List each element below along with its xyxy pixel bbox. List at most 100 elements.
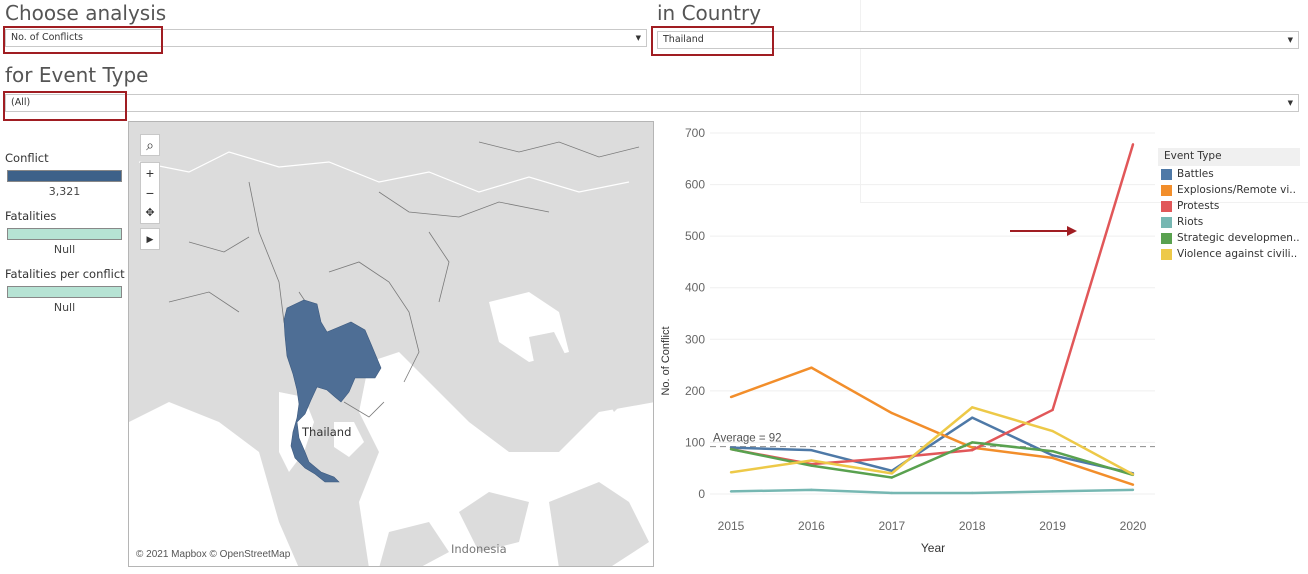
series-point[interactable] (1131, 143, 1135, 146)
y-tick-label: 600 (685, 178, 705, 192)
series-point[interactable] (890, 491, 893, 495)
series-point[interactable] (1131, 473, 1135, 476)
event-type-legend-title: Event Type (1158, 148, 1300, 166)
series-point[interactable] (890, 472, 893, 475)
event-type-legend: Event Type Battles Explosions/Remote vi.… (1158, 148, 1300, 262)
series-point[interactable] (1051, 490, 1054, 493)
series-line-3[interactable] (730, 488, 1134, 495)
conflict-legend-value: 3,321 (48, 185, 81, 198)
highlight-box-event-type (3, 91, 127, 121)
play-icon[interactable]: ▶ (146, 234, 154, 244)
legend-item-strategic-developments[interactable]: Strategic developmen.. (1158, 230, 1300, 246)
series-point[interactable] (810, 488, 813, 492)
event-type-select-value: (All) (11, 97, 31, 108)
analysis-heading: Choose analysis (5, 1, 167, 25)
legend-item-label: Protests (1177, 200, 1220, 212)
zoom-out-icon[interactable]: − (145, 185, 155, 201)
map-play-control[interactable]: ▶ (140, 228, 160, 250)
country-heading: in Country (657, 1, 762, 25)
x-tick-label: 2018 (959, 519, 986, 533)
x-tick-label: 2015 (718, 519, 745, 533)
country-select[interactable]: Thailand ▼ (657, 31, 1299, 49)
series-point[interactable] (971, 441, 974, 444)
y-tick-label: 700 (685, 126, 705, 140)
series-point[interactable] (1051, 408, 1054, 412)
analysis-select[interactable]: No. of Conflicts ▼ (5, 29, 647, 47)
pan-icon[interactable]: ✥ (145, 207, 155, 219)
series-point[interactable] (810, 464, 813, 467)
y-tick-label: 500 (685, 229, 705, 243)
series-point[interactable] (1131, 483, 1135, 486)
series-point[interactable] (729, 490, 733, 493)
series-point[interactable] (1051, 449, 1054, 453)
legend-item-label: Explosions/Remote vi.. (1177, 184, 1296, 196)
legend-item-riots[interactable]: Riots (1158, 214, 1300, 230)
x-axis-title: Year (921, 541, 945, 555)
series-point[interactable] (890, 411, 893, 415)
map-indonesia-label: Indonesia (451, 542, 507, 556)
dropdown-arrow-icon[interactable]: ▼ (1287, 99, 1293, 107)
dropdown-arrow-icon[interactable]: ▼ (1287, 36, 1293, 44)
legend-item-label: Strategic developmen.. (1177, 232, 1300, 244)
fatalities-legend-value: Null (53, 243, 76, 256)
series-point[interactable] (890, 456, 893, 460)
y-tick-label: 300 (685, 332, 705, 346)
country-select-value: Thailand (663, 34, 704, 45)
series-point[interactable] (971, 416, 974, 419)
dropdown-arrow-icon[interactable]: ▼ (635, 34, 641, 42)
series-point[interactable] (971, 446, 974, 449)
legend-swatch (1161, 184, 1172, 196)
series-point[interactable] (1051, 429, 1054, 433)
map-view[interactable]: ⌕ + − ✥ ▶ Thailand Indonesia © 2021 Mapb… (128, 121, 654, 567)
legend-item-label: Violence against civili.. (1177, 248, 1298, 260)
y-axis-title: No. of Conflict (660, 326, 672, 395)
series-point[interactable] (810, 366, 813, 369)
series-point[interactable] (1051, 454, 1054, 457)
series-line-5[interactable] (730, 406, 1134, 476)
x-tick-label: 2020 (1120, 519, 1147, 533)
series-point[interactable] (971, 491, 974, 495)
event-type-select[interactable]: (All) ▼ (5, 94, 1299, 112)
legend-item-battles[interactable]: Battles (1158, 166, 1300, 182)
series-point[interactable] (810, 448, 813, 452)
series-point[interactable] (729, 471, 733, 474)
x-tick-label: 2019 (1039, 519, 1066, 533)
map-search-control[interactable]: ⌕ (140, 134, 160, 156)
annotation-arrow-icon (1067, 226, 1077, 236)
legend-swatch (1161, 248, 1172, 260)
line-chart[interactable]: No. of Conflict Year 0 100 200 300 400 500 600… (655, 121, 1160, 571)
series-line-0[interactable] (730, 416, 1134, 475)
y-tick-label: 400 (685, 281, 705, 295)
zoom-in-icon[interactable]: + (145, 165, 155, 181)
line-chart-svg: No. of Conflict Year 0 100 200 300 400 500 600… (660, 126, 1155, 555)
series-point[interactable] (729, 447, 733, 451)
map-zoom-controls[interactable]: + − ✥ (140, 162, 160, 224)
map-attribution[interactable]: © 2021 Mapbox © OpenStreetMap (136, 549, 291, 560)
legend-item-violence-against-civilians[interactable]: Violence against civili.. (1158, 246, 1300, 262)
map-country-label: Thailand (302, 425, 352, 439)
average-reference-label: Average = 92 (713, 433, 782, 445)
legend-swatch (1161, 216, 1172, 228)
legend-item-explosions[interactable]: Explosions/Remote vi.. (1158, 182, 1300, 198)
series-point[interactable] (1051, 456, 1054, 460)
series-point[interactable] (971, 406, 974, 409)
series-line-2[interactable] (730, 143, 1135, 466)
event-type-heading: for Event Type (5, 63, 149, 87)
search-icon[interactable]: ⌕ (146, 137, 154, 153)
legend-item-label: Battles (1177, 168, 1214, 180)
fatalities-per-conflict-legend-title: Fatalities per conflict (5, 267, 125, 281)
fatalities-per-conflict-legend-bar (7, 286, 122, 298)
conflict-legend-bar (7, 170, 122, 182)
x-tick-label: 2017 (878, 519, 905, 533)
series-point[interactable] (729, 395, 733, 399)
highlight-box-country (651, 26, 774, 56)
series-line-1[interactable] (730, 366, 1134, 486)
x-tick-label: 2016 (798, 519, 825, 533)
series-point[interactable] (890, 476, 893, 479)
legend-item-label: Riots (1177, 216, 1204, 228)
legend-item-protests[interactable]: Protests (1158, 198, 1300, 214)
series-point[interactable] (971, 448, 974, 452)
series-point[interactable] (810, 459, 813, 462)
series-point[interactable] (1131, 488, 1135, 492)
y-tick-label: 0 (698, 487, 705, 501)
